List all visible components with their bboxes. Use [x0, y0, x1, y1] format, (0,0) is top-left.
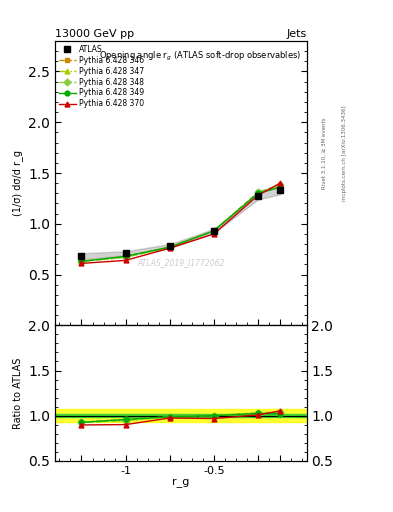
Pythia 6.428 349 [123, 253, 128, 260]
Pythia 6.428 370 [278, 180, 283, 186]
Pythia 6.428 370 [211, 231, 216, 237]
Line: Pythia 6.428 370: Pythia 6.428 370 [79, 181, 283, 266]
Line: ATLAS: ATLAS [79, 187, 283, 259]
Pythia 6.428 347 [278, 183, 283, 189]
Pythia 6.428 370 [79, 260, 84, 266]
ATLAS [123, 250, 128, 257]
Pythia 6.428 349 [278, 184, 283, 190]
Pythia 6.428 370 [255, 193, 260, 199]
Y-axis label: Ratio to ATLAS: Ratio to ATLAS [13, 357, 23, 429]
ATLAS [211, 228, 216, 234]
ATLAS [255, 194, 260, 200]
Pythia 6.428 348 [255, 189, 260, 196]
Pythia 6.428 347 [211, 228, 216, 234]
Pythia 6.428 349 [79, 258, 84, 264]
Pythia 6.428 348 [167, 244, 172, 250]
Text: Jets: Jets [286, 29, 307, 39]
X-axis label: r_g: r_g [172, 478, 189, 488]
Pythia 6.428 346 [211, 228, 216, 234]
Pythia 6.428 346 [167, 244, 172, 250]
Text: Rivet 3.1.10, ≥ 3M events: Rivet 3.1.10, ≥ 3M events [322, 118, 327, 189]
Pythia 6.428 346 [123, 253, 128, 260]
Text: ATLAS_2019_I1772062: ATLAS_2019_I1772062 [137, 258, 224, 267]
Pythia 6.428 346 [255, 189, 260, 196]
Pythia 6.428 347 [123, 254, 128, 261]
Pythia 6.428 348 [123, 254, 128, 261]
Pythia 6.428 347 [167, 244, 172, 250]
ATLAS [167, 243, 172, 249]
Pythia 6.428 347 [255, 190, 260, 197]
Line: Pythia 6.428 347: Pythia 6.428 347 [79, 184, 283, 264]
Text: Opening angle r$_g$ (ATLAS soft-drop observables): Opening angle r$_g$ (ATLAS soft-drop obs… [99, 50, 301, 62]
Pythia 6.428 347 [79, 258, 84, 264]
Pythia 6.428 349 [167, 244, 172, 250]
ATLAS [278, 187, 283, 194]
Pythia 6.428 348 [211, 228, 216, 234]
Legend: ATLAS, Pythia 6.428 346, Pythia 6.428 347, Pythia 6.428 348, Pythia 6.428 349, P: ATLAS, Pythia 6.428 346, Pythia 6.428 34… [57, 43, 145, 110]
Pythia 6.428 370 [123, 258, 128, 264]
Pythia 6.428 346 [79, 258, 84, 264]
Y-axis label: (1/σ) dσ/d r_g: (1/σ) dσ/d r_g [12, 150, 23, 216]
Line: Pythia 6.428 348: Pythia 6.428 348 [79, 183, 283, 264]
Pythia 6.428 346 [278, 182, 283, 188]
Pythia 6.428 348 [79, 258, 84, 264]
Pythia 6.428 349 [211, 228, 216, 234]
ATLAS [79, 253, 84, 260]
Text: 13000 GeV pp: 13000 GeV pp [55, 29, 134, 39]
Pythia 6.428 348 [278, 182, 283, 188]
Pythia 6.428 349 [255, 190, 260, 197]
Pythia 6.428 370 [167, 245, 172, 251]
Line: Pythia 6.428 349: Pythia 6.428 349 [79, 185, 283, 264]
Line: Pythia 6.428 346: Pythia 6.428 346 [79, 183, 283, 264]
Text: mcplots.cern.ch [arXiv:1306.3436]: mcplots.cern.ch [arXiv:1306.3436] [342, 106, 347, 201]
